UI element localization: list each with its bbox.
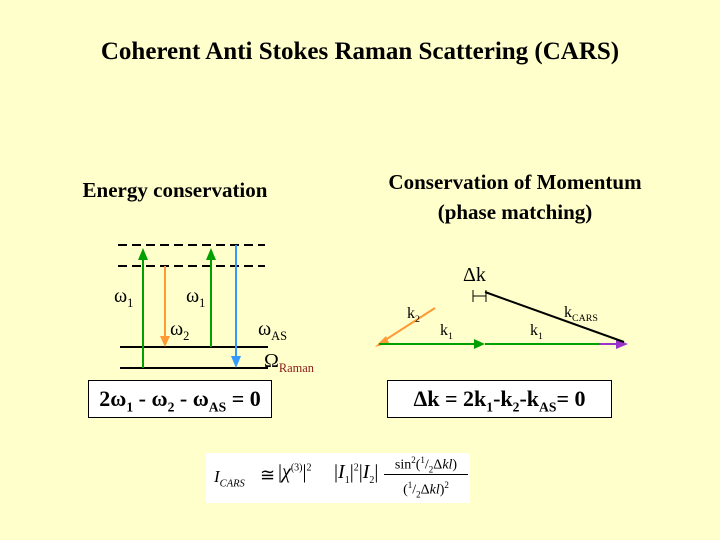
kcars-label: kCARS: [564, 304, 598, 325]
momentum-heading: Conservation of Momentum (phase matching…: [388, 170, 642, 224]
energy-heading: Energy conservation: [82, 178, 268, 202]
intensity-formula: ICARS ≅ |χ(3)|2 |I1|2|I2| sin2(1/2Δkl) (…: [206, 453, 470, 503]
kas-vector: [484, 291, 625, 343]
formula-denominator: (1/2Δkl)2: [403, 480, 449, 500]
anti-stokes-label: ωAS: [258, 318, 288, 343]
formula-intensities: |I1|2|I2|: [334, 461, 379, 486]
momentum-equation: Δk = 2k1-k2-kAS= 0: [387, 380, 612, 418]
formula-lhs: ICARS: [214, 467, 245, 490]
page-title: Coherent Anti Stokes Raman Scattering (C…: [100, 38, 620, 65]
k1a-arrowhead: [474, 339, 485, 349]
k2-vector: [378, 307, 436, 345]
k2-arrowhead: [375, 336, 389, 347]
pump2-arrowhead: [206, 248, 216, 260]
energy-equation: 2ω1 - ω2 - ωAS = 0: [88, 380, 272, 418]
stokes-arrowhead: [160, 336, 170, 347]
k1a-label: k1: [440, 322, 453, 343]
anti-stokes-arrowhead: [231, 356, 241, 368]
pump2-label: ω1: [186, 285, 206, 310]
k2-label: k2: [407, 305, 420, 326]
formula-approx: ≅: [260, 465, 276, 485]
raman-label: ΩRaman: [264, 350, 314, 375]
pump1-arrowhead: [138, 248, 148, 260]
pump1-label: ω1: [114, 285, 134, 310]
kcars-arrowhead: [616, 339, 628, 349]
formula-numerator: sin2(1/2Δkl): [384, 455, 468, 476]
formula-chi: |χ(3)|2: [278, 461, 312, 483]
k1b-label: k1: [530, 322, 543, 343]
delta-k-label: Δk: [463, 264, 486, 286]
stokes-label: ω2: [170, 318, 190, 343]
